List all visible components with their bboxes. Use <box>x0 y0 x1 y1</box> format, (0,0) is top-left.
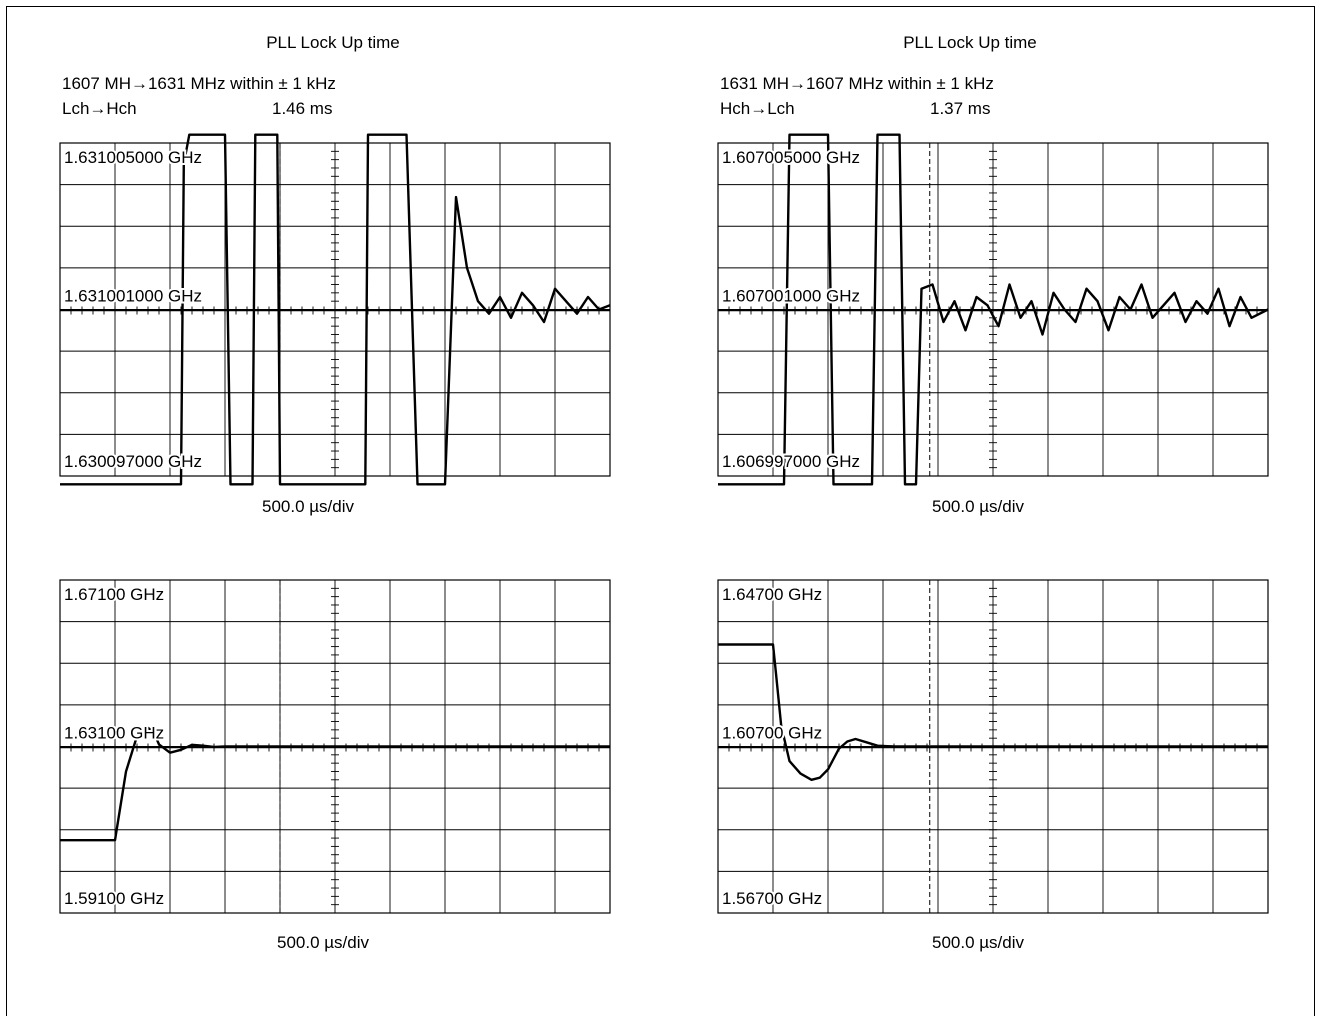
y-label: 1.606997000 GHz <box>722 452 860 471</box>
y-label: 1.60700 GHz <box>722 724 822 743</box>
y-label: 1.607001000 GHz <box>722 287 860 306</box>
left-lock-time: 1.46 ms <box>272 99 333 118</box>
left-title: PLL Lock Up time <box>266 33 400 52</box>
y-label: 1.59100 GHz <box>64 889 164 908</box>
trace-line <box>718 643 1268 782</box>
scope-chart-top-right: 1.607005000 GHz 1.607001000 GHz 1.60699700… <box>717 133 1269 486</box>
trace-line <box>718 133 1269 486</box>
bottom-left-xlabel: 500.0 µs/div <box>277 933 370 952</box>
y-label: 1.607005000 GHz <box>722 148 860 167</box>
top-right-xlabel: 500.0 µs/div <box>932 497 1025 516</box>
trace-line <box>60 726 610 842</box>
y-label: 1.56700 GHz <box>722 889 822 908</box>
y-label: 1.631005000 GHz <box>64 148 202 167</box>
y-label: 1.64700 GHz <box>722 585 822 604</box>
y-label: 1.630097000 GHz <box>64 452 202 471</box>
bottom-right-xlabel: 500.0 µs/div <box>932 933 1025 952</box>
left-direction: Lch→Hch <box>62 99 137 118</box>
right-direction: Hch→Lch <box>720 99 795 118</box>
y-label: 1.63100 GHz <box>64 724 164 743</box>
top-left-xlabel: 500.0 µs/div <box>262 497 355 516</box>
figure-frame <box>6 6 1315 1016</box>
y-label: 1.67100 GHz <box>64 585 164 604</box>
scope-chart-bottom-left: 1.67100 GHz 1.63100 GHz 1.59100 GHz <box>59 579 611 914</box>
trace-line <box>60 133 611 486</box>
scope-chart-bottom-right: 1.64700 GHz 1.60700 GHz 1.56700 GHz <box>717 579 1269 914</box>
y-label: 1.631001000 GHz <box>64 287 202 306</box>
right-condition: 1631 MH→1607 MHz within ± 1 kHz <box>720 74 994 93</box>
scope-chart-top-left: 1.631005000 GHz 1.631001000 GHz 1.63009700… <box>59 133 611 486</box>
right-title: PLL Lock Up time <box>903 33 1037 52</box>
right-lock-time: 1.37 ms <box>930 99 991 118</box>
left-condition: 1607 MH→1631 MHz within ± 1 kHz <box>62 74 336 93</box>
